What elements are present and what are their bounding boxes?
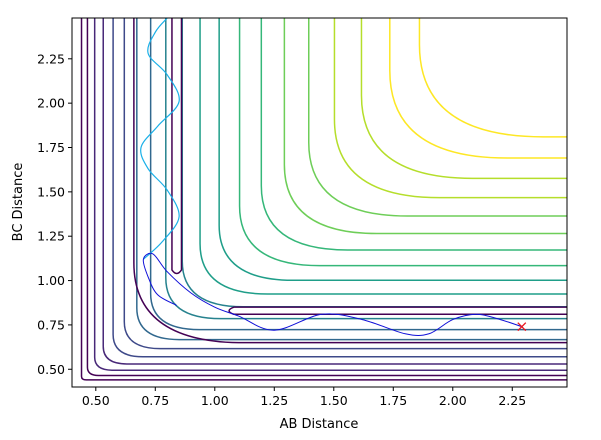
x-tick-label: 1.25	[260, 393, 288, 408]
x-tick-label: 0.75	[141, 393, 169, 408]
contour-line	[308, 18, 567, 217]
contour-line	[181, 18, 567, 308]
contour-line	[86, 18, 567, 377]
y-axis-label: BC Distance	[11, 163, 26, 242]
contour-line	[149, 18, 567, 331]
contour-line	[165, 18, 567, 320]
trajectory-line	[142, 252, 522, 337]
y-axis: 0.50 0.75 1.00 1.25 1.50 1.75 2.00 2.25	[37, 51, 72, 377]
wave-trace-line	[140, 18, 180, 260]
contour-line	[199, 18, 567, 295]
contour-line	[283, 18, 567, 235]
y-tick-label: 1.50	[37, 184, 65, 199]
plot-frame	[71, 17, 568, 388]
contour-line	[93, 18, 567, 371]
x-tick-label: 2.00	[439, 393, 467, 408]
x-tick-label: 0.50	[82, 393, 110, 408]
contour-line	[238, 18, 567, 267]
x-tick-label: 1.00	[201, 393, 229, 408]
contour-line	[133, 18, 567, 344]
contour-line	[136, 18, 567, 341]
y-tick-label: 2.25	[37, 51, 65, 66]
contour-line	[123, 18, 567, 350]
end-marker	[517, 322, 527, 332]
trajectory-layer	[140, 18, 527, 337]
x-axis: 0.50 0.75 1.00 1.25 1.50 1.75 2.00 2.25	[82, 387, 526, 408]
contour-line	[418, 18, 567, 138]
contour-line	[112, 18, 567, 358]
x-tick-label: 1.50	[320, 393, 348, 408]
contour-line	[80, 18, 567, 381]
x-tick-label: 1.75	[379, 393, 407, 408]
contour-line	[102, 18, 567, 365]
contour-line	[171, 18, 183, 275]
y-tick-label: 1.75	[37, 140, 65, 155]
contour-line	[228, 306, 567, 316]
contour-line	[218, 18, 567, 282]
x-tick-label: 2.25	[498, 393, 526, 408]
y-tick-label: 0.75	[37, 317, 65, 332]
contour-line	[333, 18, 567, 199]
y-tick-label: 2.00	[37, 96, 65, 111]
y-tick-label: 0.50	[37, 362, 65, 377]
contour-line	[360, 18, 567, 180]
y-tick-label: 1.00	[37, 273, 65, 288]
x-axis-label: AB Distance	[280, 417, 359, 432]
y-tick-label: 1.25	[37, 229, 65, 244]
contour-lines	[80, 18, 567, 381]
contour-line	[260, 18, 567, 251]
contour-line	[389, 18, 567, 159]
